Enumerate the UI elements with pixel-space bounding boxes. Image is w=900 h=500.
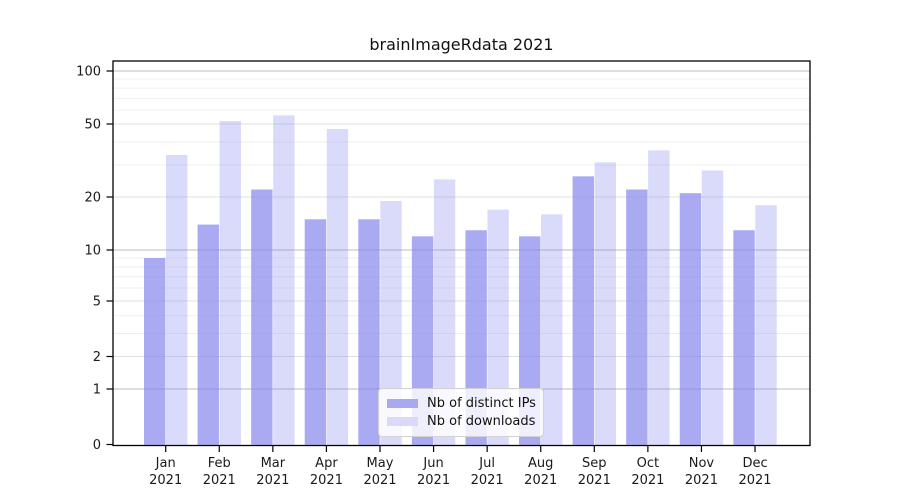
x-tick-label-month: Jan (155, 456, 176, 471)
legend-item-downloads: Nb of downloads (387, 414, 535, 429)
x-tick-label-year: 2021 (417, 473, 450, 488)
legend-item-distinct-ips: Nb of distinct IPs (387, 395, 536, 411)
x-tick-label-year: 2021 (256, 473, 289, 488)
bar-downloads (273, 115, 295, 445)
x-tick-label-year: 2021 (471, 473, 504, 488)
y-tick-label: 20 (84, 191, 101, 206)
bar-downloads (433, 179, 456, 445)
x-tick-label-month: Jun (422, 456, 443, 471)
y-tick-label: 1 (93, 383, 101, 398)
plot-frame (112, 60, 811, 447)
legend: Nb of distinct IPs Nb of downloads (378, 388, 544, 437)
bar-downloads (541, 214, 563, 445)
x-tick-label-year: 2021 (578, 473, 611, 488)
x-tick-label-month: Mar (261, 456, 286, 471)
x-tick-label-month: Jul (478, 456, 495, 471)
x-tick-label-year: 2021 (363, 473, 396, 488)
bar-downloads (594, 162, 616, 445)
y-tick-label: 50 (84, 118, 101, 133)
x-tick-label-year: 2021 (524, 473, 557, 488)
bar-distinct-ips (572, 176, 594, 445)
x-tick-label-month: May (367, 456, 394, 471)
bar-downloads (755, 205, 777, 445)
bar-downloads (326, 128, 349, 445)
x-tick-label-year: 2021 (738, 473, 771, 488)
bar-distinct-ips (144, 258, 166, 445)
x-tick-label-year: 2021 (631, 473, 664, 488)
chart-title: brainImageRdata 2021 (369, 35, 554, 54)
y-tick-label: 5 (93, 295, 101, 310)
bar-downloads (166, 154, 188, 445)
bar-downloads (380, 200, 402, 445)
x-tick-label-month: Feb (208, 456, 231, 471)
x-tick-label-month: Dec (742, 456, 767, 471)
bar-downloads (487, 209, 509, 445)
y-tick-label: 2 (93, 350, 101, 365)
bar-distinct-ips (733, 230, 755, 445)
bar-distinct-ips (251, 189, 273, 445)
x-tick-label-month: Apr (315, 456, 338, 471)
legend-swatch-distinct-ips (387, 398, 418, 408)
bar-downloads (701, 170, 724, 445)
bar-distinct-ips (358, 219, 380, 445)
x-tick-label-month: Sep (582, 456, 607, 471)
x-tick-label-month: Nov (689, 456, 715, 471)
x-tick-label-year: 2021 (149, 473, 182, 488)
legend-label-downloads: Nb of downloads (427, 414, 536, 430)
x-tick-label-month: Aug (528, 456, 553, 471)
y-tick-label: 0 (93, 438, 101, 453)
y-tick-label: 10 (84, 244, 101, 259)
bar-distinct-ips (679, 193, 702, 445)
y-tick-label: 100 (76, 65, 101, 80)
legend-label-distinct-ips: Nb of distinct IPs (427, 395, 536, 411)
bar-distinct-ips (197, 224, 219, 445)
x-tick-label-month: Oct (637, 456, 659, 471)
x-tick-label-year: 2021 (203, 473, 236, 488)
x-tick-label-year: 2021 (685, 473, 718, 488)
legend-swatch-downloads (387, 417, 418, 427)
x-tick-label-year: 2021 (310, 473, 343, 488)
bar-distinct-ips (304, 219, 327, 445)
bar-downloads (648, 150, 670, 445)
bar-distinct-ips (626, 189, 648, 445)
bar-downloads (219, 121, 241, 445)
